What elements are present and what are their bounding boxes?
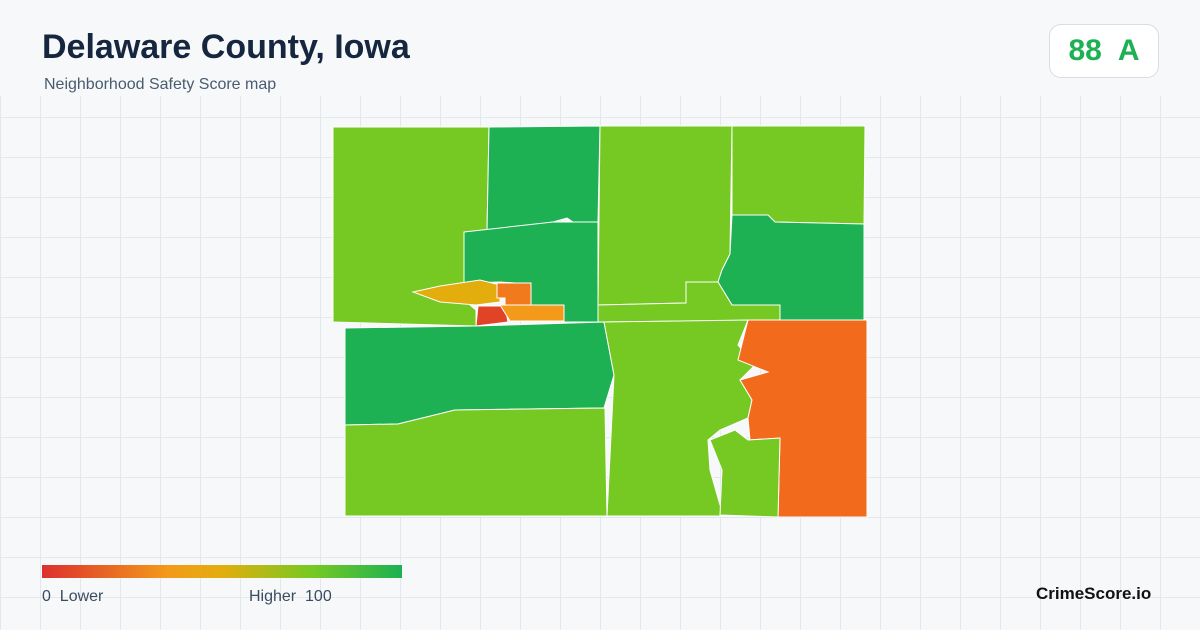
region — [737, 319, 868, 518]
region — [499, 304, 565, 322]
region — [475, 305, 509, 327]
legend-gradient — [42, 565, 402, 578]
region — [496, 282, 532, 307]
score-badge: 88 A — [1049, 24, 1159, 78]
region — [731, 125, 866, 225]
legend-min: 0 Lower — [42, 588, 103, 606]
legend-max: Higher 100 — [249, 588, 332, 606]
subtitle: Neighborhood Safety Score map — [44, 76, 277, 93]
grade: A — [1117, 34, 1140, 67]
legend-min-value: 0 — [42, 588, 51, 605]
region — [597, 125, 733, 306]
legend-max-label: Higher — [249, 588, 297, 605]
region — [709, 429, 781, 518]
header: Delaware County, Iowa Neighborhood Safet… — [0, 0, 1200, 96]
region — [717, 214, 865, 321]
title: Delaware County, Iowa — [42, 28, 410, 66]
region — [344, 407, 608, 517]
brand: CrimeScore.io — [1036, 584, 1152, 603]
legend-min-label: Lower — [59, 588, 104, 605]
region — [486, 125, 601, 233]
legend-max-value: 100 — [305, 588, 332, 605]
score: 88 — [1068, 34, 1102, 67]
